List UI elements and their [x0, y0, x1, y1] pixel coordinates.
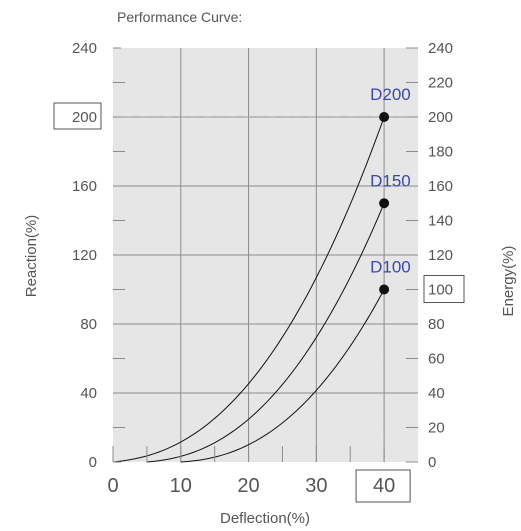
- x-axis-label: Deflection(%): [220, 510, 310, 527]
- x-tick-label-0: 0: [107, 475, 118, 497]
- y-right-tick-label-180: 180: [428, 144, 453, 161]
- y-right-tick-label-240: 240: [428, 40, 453, 57]
- highlight-box-x: [355, 469, 411, 503]
- series-label-D150: D150: [370, 171, 411, 190]
- curves: D200 D150 D100: [112, 85, 411, 463]
- y-right-tick-label-40: 40: [428, 385, 445, 402]
- end-point-D200: [379, 112, 390, 122]
- curve-D150: [146, 203, 385, 463]
- y-right-tick-label-80: 80: [428, 316, 445, 333]
- y-right-tick-label-200: 200: [428, 109, 453, 126]
- y-left-tick-label-160: 160: [72, 178, 97, 195]
- y-axis-right-label: Energy(%): [500, 246, 517, 317]
- y-left-tick-label-40: 40: [80, 385, 97, 402]
- highlight-box-y-left: [53, 102, 102, 130]
- curve-D200: [112, 116, 385, 463]
- x-tick-label-30: 30: [305, 475, 327, 497]
- series-label-D200: D200: [370, 85, 411, 104]
- end-point-D150: [379, 198, 390, 209]
- y-left-tick-label-120: 120: [72, 247, 97, 264]
- chart-title: Performance Curve:: [117, 9, 242, 25]
- highlight-box-y-right: [423, 275, 465, 303]
- y-right-tick-label-220: 220: [428, 75, 453, 92]
- x-tick-label-20: 20: [237, 475, 259, 497]
- y-right-tick-label-60: 60: [428, 351, 445, 368]
- y-axis-left-label: Reaction(%): [23, 215, 40, 298]
- ticks: 0408012016020024002040608010012014016018…: [53, 40, 465, 503]
- y-left-tick-label-80: 80: [80, 316, 97, 333]
- y-right-tick-label-100: 100: [428, 282, 453, 299]
- y-left-tick-label-0: 0: [89, 454, 97, 471]
- y-left-tick-label-200: 200: [72, 109, 97, 126]
- x-tick-label-10: 10: [170, 475, 192, 497]
- y-right-tick-label-120: 120: [428, 247, 453, 264]
- y-right-tick-label-0: 0: [428, 454, 436, 471]
- y-left-tick-label-240: 240: [72, 40, 97, 57]
- series-label-D100: D100: [370, 258, 411, 277]
- x-tick-label-40: 40: [373, 475, 395, 497]
- y-right-tick-label-140: 140: [428, 213, 453, 230]
- y-right-tick-label-160: 160: [428, 178, 453, 195]
- y-right-tick-label-20: 20: [428, 420, 445, 437]
- end-point-D100: [379, 284, 390, 295]
